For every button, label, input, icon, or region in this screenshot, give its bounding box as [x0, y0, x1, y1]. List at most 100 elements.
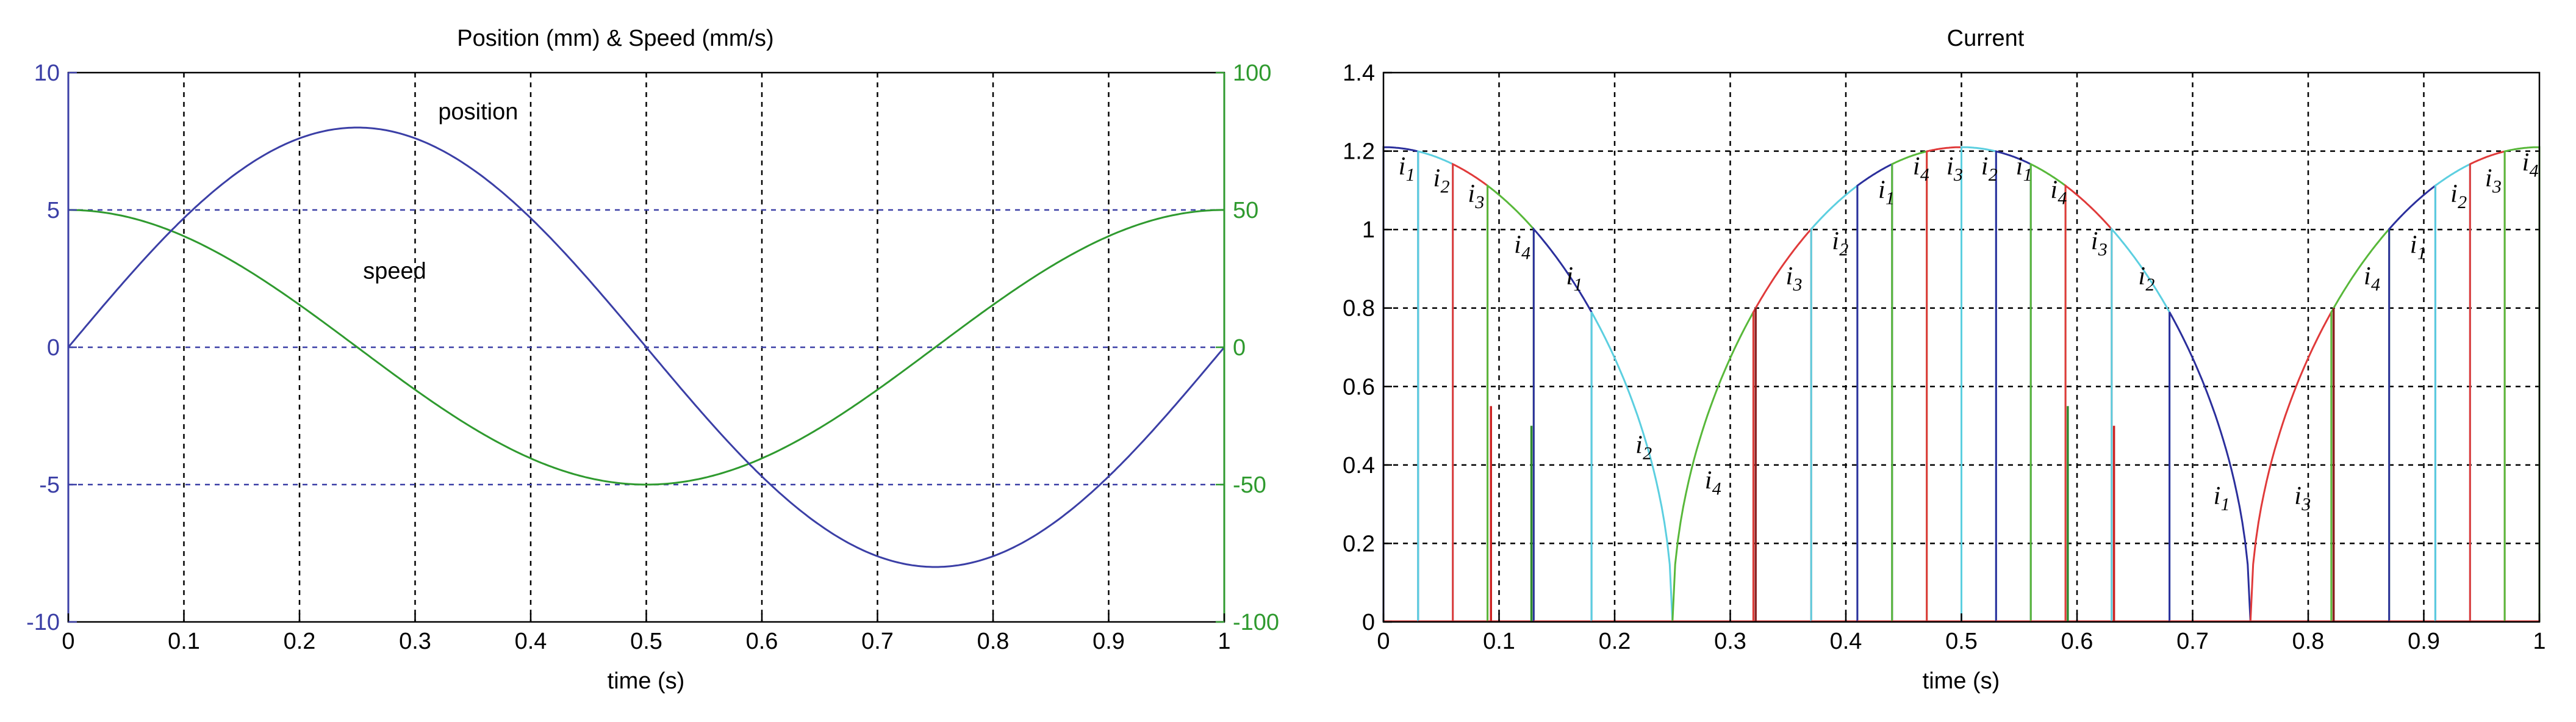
phase-label-index: 3 — [1792, 275, 1802, 295]
phase-label-letter: i — [1785, 262, 1793, 291]
left-x-tick-label: 0 — [62, 629, 74, 654]
current-segment-i3 — [2064, 184, 2113, 622]
left-x-tick-label: 0.1 — [168, 629, 200, 654]
position-line — [67, 126, 1225, 568]
current-segment-i1 — [1856, 162, 1893, 622]
phase-label-letter: i — [2050, 176, 2058, 204]
current-segment-i4 — [2330, 226, 2391, 622]
right-x-tick-label: 0.5 — [1945, 629, 1978, 654]
right-y-tick-label: 1.4 — [1343, 60, 1375, 86]
left-y-ticks: 10 5 0 -5 -10 — [26, 60, 77, 635]
right-x-tick-label: 0.4 — [1830, 629, 1862, 654]
phase-label-index: 2 — [2458, 192, 2467, 212]
right-x-tick-label: 0.7 — [2176, 629, 2209, 654]
current-segment-i4 — [1487, 184, 1535, 622]
right-y-ticks: 100 50 0 -50 -100 — [1216, 60, 1279, 635]
current-segment-i4 — [1891, 150, 1928, 622]
phase-label-letter: i — [2138, 262, 2145, 291]
right-y-tick-label: 0 — [1362, 610, 1375, 635]
right-x-tick-label: 0.2 — [1599, 629, 1631, 654]
phase-label-letter: i — [1878, 176, 1885, 204]
phase-label-index: 1 — [1406, 165, 1415, 185]
right-x-tick-label: 0.3 — [1714, 629, 1746, 654]
left-x-tick-label: 0.9 — [1092, 629, 1125, 654]
phase-label-index: 3 — [2301, 494, 2311, 514]
right-y-tick-label: 0.6 — [1343, 374, 1375, 400]
phase-label-letter: i — [2294, 482, 2302, 510]
left-x-axis-label: time (s) — [608, 668, 685, 694]
left-x-tick-label: 0.7 — [861, 629, 894, 654]
left-chart-title: Position (mm) & Speed (mm/s) — [457, 26, 773, 51]
right-y-tick-label: 0.2 — [1343, 531, 1375, 557]
current-segment-i2 — [1590, 311, 1674, 623]
phase-label-letter: i — [2522, 149, 2530, 177]
left-x-tick-label: 0.3 — [399, 629, 431, 654]
current-segment-i4 — [2029, 162, 2067, 622]
phase-label-index: 2 — [2145, 275, 2154, 295]
phase-label-index: 4 — [1521, 244, 1530, 264]
phase-label-letter: i — [1913, 153, 1920, 181]
phase-label-index: 4 — [2058, 189, 2067, 209]
phase-label-index: 3 — [2492, 176, 2502, 197]
current-spikes — [1490, 308, 2335, 622]
phase-label-letter: i — [2410, 231, 2417, 259]
right-x-tick-label: 0 — [1377, 629, 1390, 654]
current-segment-i1 — [1532, 226, 1593, 622]
phase-label-index: 2 — [1440, 176, 1449, 197]
left-x-tick-label: 0.8 — [977, 629, 1010, 654]
phase-label-index: 4 — [1712, 478, 1721, 499]
right-y-tick-label: -50 — [1233, 472, 1266, 498]
phase-label-index: 1 — [2417, 244, 2427, 264]
left-y-tick-label: -10 — [26, 610, 60, 635]
left-y-tick-label: -5 — [39, 472, 60, 498]
right-x-tick-label: 0.1 — [1483, 629, 1515, 654]
phase-label-letter: i — [2450, 180, 2458, 208]
position-annotation: position — [438, 99, 518, 125]
right-chart-title: Current — [1947, 26, 2025, 51]
current-segment-i3 — [1452, 162, 1489, 622]
current-segment-i2 — [2111, 226, 2171, 622]
phase-label-letter: i — [1468, 180, 1475, 208]
left-y-tick-label: 0 — [47, 335, 60, 361]
current-chart: Current 0 0.1 0.2 0.3 0.4 0.5 0.6 0.7 0.8 0.9 1 00… — [1343, 26, 2546, 694]
right-x-tick-label: 0.6 — [2061, 629, 2093, 654]
current-segment-i1 — [1995, 150, 2032, 622]
phase-label-index: 4 — [1920, 165, 1929, 185]
right-y-tick-label: 0.8 — [1343, 296, 1375, 322]
phase-label-letter: i — [1566, 262, 1573, 291]
phase-label-index: 3 — [1474, 192, 1484, 212]
position-speed-chart: Position (mm) & Speed (mm/s) 0 0.1 0.2 0.3 0… — [26, 26, 1279, 694]
current-segment-i2 — [1961, 146, 1997, 622]
right-x-ticks: 0 0.1 0.2 0.3 0.4 0.5 0.6 0.7 0.8 0.9 1 — [1377, 613, 2546, 654]
current-segment-i2 — [1810, 184, 1859, 622]
current-segment-i1 — [1382, 146, 1419, 622]
phase-label-index: 4 — [2371, 275, 2380, 295]
right-y-tick-label: 0.4 — [1343, 453, 1375, 478]
phase-label-index: 1 — [1885, 189, 1895, 209]
current-segment-i4 — [1671, 311, 1754, 623]
phase-label-index: 1 — [2023, 165, 2032, 185]
right-y-tick-label: 50 — [1233, 198, 1258, 223]
phase-label-letter: i — [1705, 466, 1712, 494]
current-segment-i2 — [1417, 150, 1454, 622]
right-y-tick-label: 100 — [1233, 60, 1271, 86]
current-segment-i3 — [2249, 311, 2333, 623]
phase-label-letter: i — [2364, 262, 2371, 291]
current-segment-i2 — [2434, 162, 2471, 622]
speed-annotation: speed — [363, 259, 426, 284]
phase-label-letter: i — [2485, 164, 2492, 192]
left-x-ticks: 0 0.1 0.2 0.3 0.4 0.5 0.6 0.7 0.8 0.9 1 — [62, 613, 1231, 654]
